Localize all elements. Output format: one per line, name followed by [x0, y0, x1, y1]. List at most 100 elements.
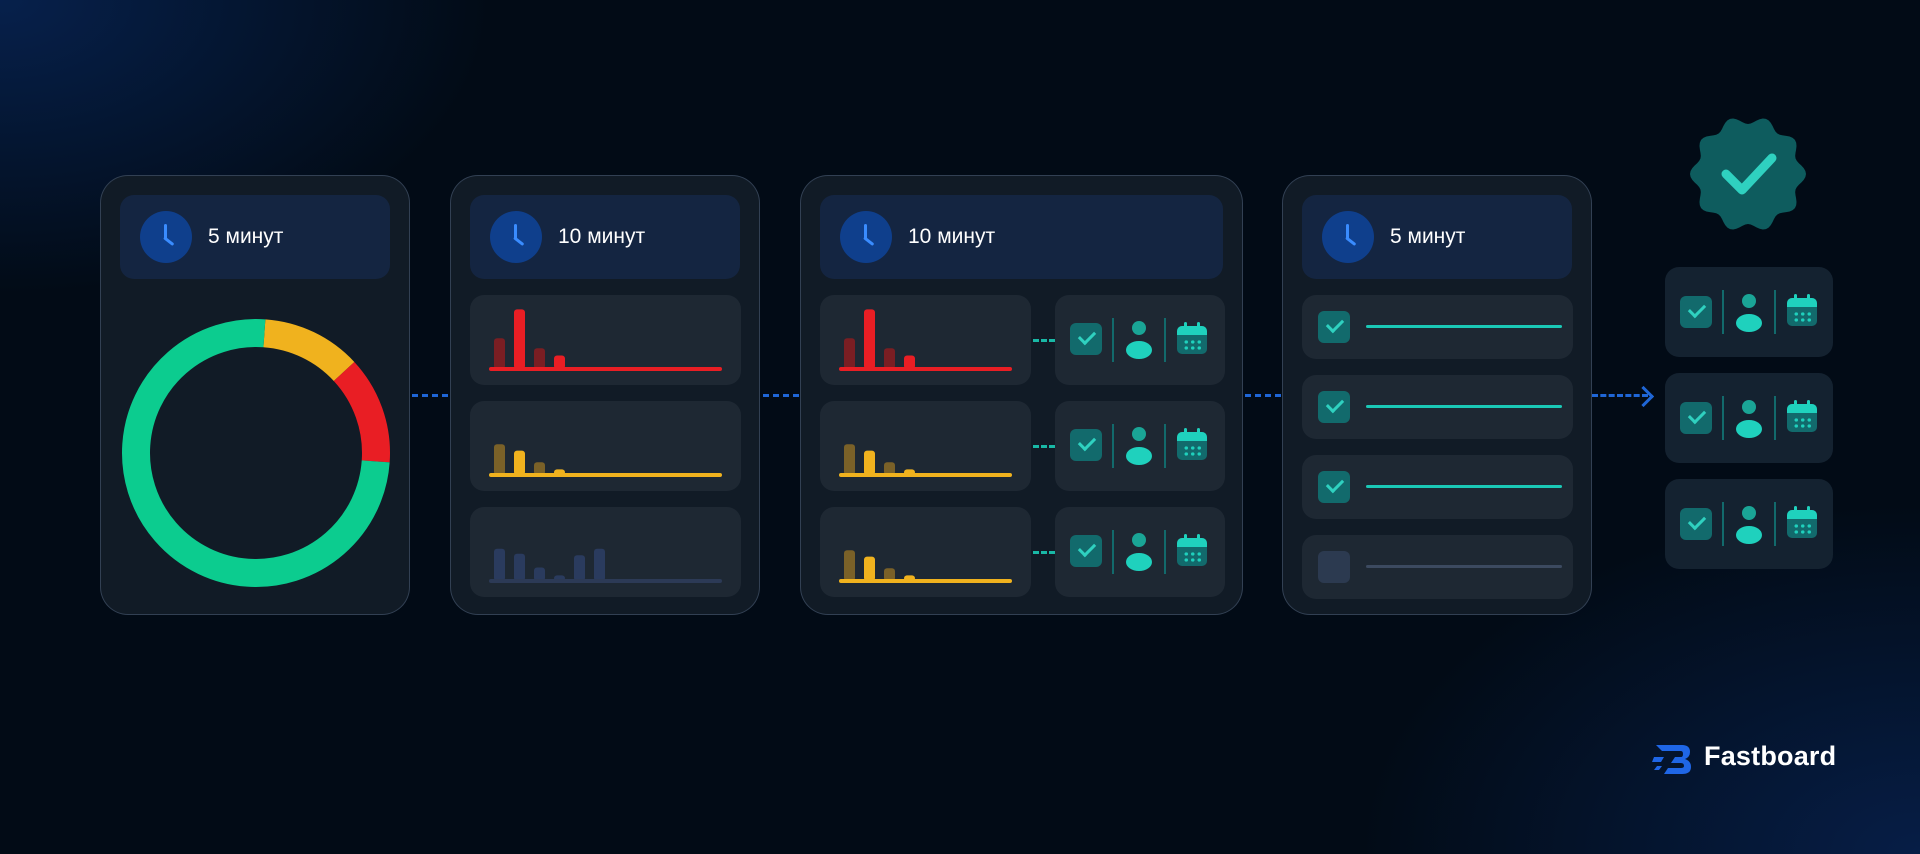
check-icon	[1680, 402, 1712, 434]
mini-bar-chart-blue	[489, 548, 722, 583]
mini-chart-baseline	[489, 473, 722, 477]
task-row	[1055, 295, 1225, 385]
result-task-row	[1665, 479, 1833, 569]
divider	[1722, 396, 1724, 440]
mini-bar-0	[494, 338, 505, 369]
stage-card-1: 5 минут	[100, 175, 410, 615]
chart-panel-red	[820, 295, 1031, 385]
mini-bar-1	[864, 450, 875, 475]
person-icon	[1125, 321, 1153, 359]
teal-connector	[1033, 339, 1055, 342]
checklist-line	[1366, 325, 1562, 328]
chart-panel-blue	[470, 507, 741, 597]
person-icon	[1735, 294, 1763, 332]
result-task-row	[1665, 373, 1833, 463]
donut-chart	[122, 319, 390, 587]
connector-2	[763, 394, 799, 397]
clock-icon	[140, 211, 192, 263]
mini-bar-2	[534, 348, 545, 369]
calendar-icon	[1787, 506, 1817, 538]
divider	[1722, 502, 1724, 546]
mini-chart-baseline	[489, 367, 722, 371]
check-icon	[1318, 391, 1350, 423]
check-icon	[1070, 429, 1102, 461]
divider	[1722, 290, 1724, 334]
check-icon	[1680, 508, 1712, 540]
mini-bar-chart-red	[489, 309, 722, 371]
checklist-line	[1366, 565, 1562, 568]
calendar-icon	[1177, 322, 1207, 354]
donut-segment-1	[333, 361, 390, 463]
person-icon	[1125, 427, 1153, 465]
duration-label: 10 минут	[558, 225, 646, 248]
mini-bar-chart-yellow	[839, 550, 1012, 583]
person-icon	[1735, 400, 1763, 438]
mini-bar-3	[904, 355, 915, 369]
chart-panel-red	[470, 295, 741, 385]
person-icon	[1735, 506, 1763, 544]
fastboard-logo-icon	[1652, 745, 1691, 774]
checklist-item	[1302, 295, 1573, 359]
mini-bar-chart-yellow	[839, 444, 1012, 477]
checklist-item	[1302, 375, 1573, 439]
divider	[1774, 396, 1776, 440]
divider	[1112, 318, 1114, 362]
divider	[1774, 502, 1776, 546]
divider	[1112, 530, 1114, 574]
mini-bar-1	[864, 309, 875, 369]
donut-segment-2	[122, 319, 390, 587]
stage-card-3: 10 минут	[800, 175, 1243, 615]
mini-bar-0	[494, 444, 505, 475]
teal-connector	[1033, 445, 1055, 448]
donut-segment-0	[262, 319, 355, 382]
checklist-item	[1302, 535, 1573, 599]
mini-bar-chart-red	[839, 309, 1012, 371]
connector-3	[1245, 394, 1281, 397]
mini-chart-baseline	[839, 473, 1012, 477]
duration-label: 5 минут	[208, 225, 284, 248]
task-row	[1055, 507, 1225, 597]
person-icon	[1125, 533, 1153, 571]
stage-card-4: 5 минут	[1282, 175, 1592, 615]
divider	[1774, 290, 1776, 334]
clock-icon	[490, 211, 542, 263]
check-icon	[1070, 323, 1102, 355]
divider	[1112, 424, 1114, 468]
stage-header-3: 10 минут	[820, 195, 1223, 279]
mini-bar-1	[514, 553, 525, 581]
checklist-line	[1366, 485, 1562, 488]
mini-bar-3	[554, 355, 565, 369]
mini-bar-2	[534, 462, 545, 475]
check-icon	[1680, 296, 1712, 328]
calendar-icon	[1787, 400, 1817, 432]
result-task-row	[1665, 267, 1833, 357]
calendar-icon	[1787, 294, 1817, 326]
divider	[1164, 530, 1166, 574]
stage-header-2: 10 минут	[470, 195, 740, 279]
calendar-icon	[1177, 428, 1207, 460]
duration-label: 5 минут	[1390, 225, 1466, 248]
divider	[1164, 424, 1166, 468]
mini-bar-chart-yellow	[489, 444, 722, 477]
mini-bar-0	[494, 548, 505, 581]
task-row	[1055, 401, 1225, 491]
divider	[1164, 318, 1166, 362]
mini-chart-baseline	[839, 367, 1012, 371]
checkbox-empty-icon	[1318, 551, 1350, 583]
mini-bar-2	[884, 348, 895, 369]
checklist-item	[1302, 455, 1573, 519]
stage-header-1: 5 минут	[120, 195, 390, 279]
mini-bar-2	[534, 567, 545, 581]
arrow-right-icon	[1632, 385, 1655, 408]
chart-panel-yellow	[820, 401, 1031, 491]
mini-bar-1	[514, 450, 525, 475]
mini-bar-4	[574, 555, 585, 581]
clock-icon	[840, 211, 892, 263]
check-icon	[1070, 535, 1102, 567]
mini-bar-5	[594, 548, 605, 581]
mini-bar-0	[844, 338, 855, 369]
mini-bar-2	[884, 462, 895, 475]
check-icon	[1318, 471, 1350, 503]
connector-4	[1592, 394, 1648, 397]
stage-header-4: 5 минут	[1302, 195, 1572, 279]
